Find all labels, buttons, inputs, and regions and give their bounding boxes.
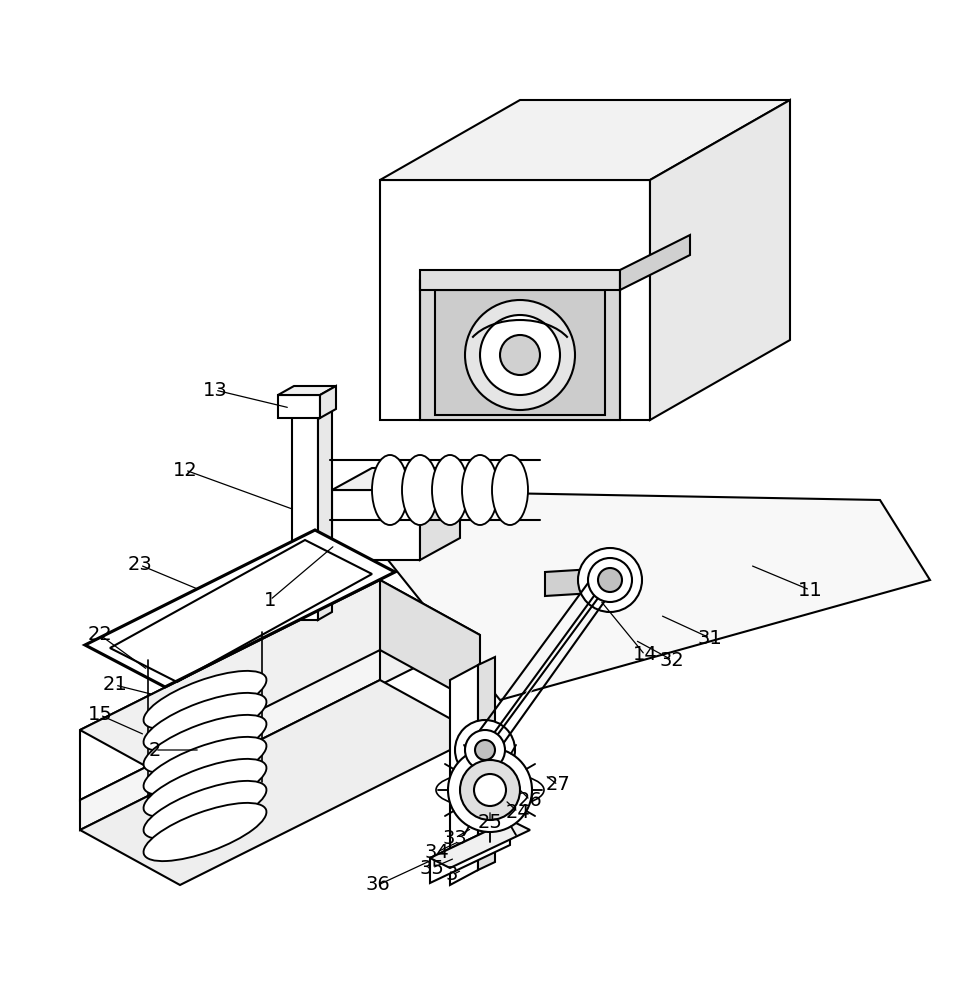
Polygon shape xyxy=(320,386,336,418)
Text: 11: 11 xyxy=(798,580,822,599)
Text: 31: 31 xyxy=(697,629,723,648)
Ellipse shape xyxy=(588,558,632,602)
Polygon shape xyxy=(620,235,690,290)
Polygon shape xyxy=(332,468,460,490)
Polygon shape xyxy=(430,820,530,868)
Ellipse shape xyxy=(465,730,505,770)
Polygon shape xyxy=(380,180,650,420)
Polygon shape xyxy=(85,530,395,687)
Text: 25: 25 xyxy=(477,814,502,832)
Polygon shape xyxy=(545,568,610,596)
Ellipse shape xyxy=(465,300,575,410)
Ellipse shape xyxy=(144,737,267,795)
Polygon shape xyxy=(380,580,480,705)
Ellipse shape xyxy=(144,715,267,773)
Polygon shape xyxy=(478,657,495,870)
Ellipse shape xyxy=(436,772,544,808)
Polygon shape xyxy=(80,580,480,785)
Text: 32: 32 xyxy=(660,650,684,670)
Ellipse shape xyxy=(462,455,498,525)
Polygon shape xyxy=(278,395,320,418)
Ellipse shape xyxy=(480,315,560,395)
Polygon shape xyxy=(80,680,480,885)
Text: 23: 23 xyxy=(128,556,153,574)
Ellipse shape xyxy=(474,774,506,806)
Polygon shape xyxy=(420,468,460,560)
Ellipse shape xyxy=(144,803,267,861)
Polygon shape xyxy=(420,280,620,420)
Ellipse shape xyxy=(402,455,438,525)
Text: 1: 1 xyxy=(264,590,276,609)
Text: 35: 35 xyxy=(419,858,444,878)
Polygon shape xyxy=(80,650,380,830)
Polygon shape xyxy=(332,490,420,560)
Polygon shape xyxy=(430,820,510,883)
Ellipse shape xyxy=(144,693,267,751)
Text: 15: 15 xyxy=(88,706,112,724)
Text: 2: 2 xyxy=(149,740,161,760)
Polygon shape xyxy=(292,402,332,410)
Ellipse shape xyxy=(448,748,532,832)
Polygon shape xyxy=(318,402,332,620)
Text: 14: 14 xyxy=(633,646,658,664)
Ellipse shape xyxy=(144,781,267,839)
Polygon shape xyxy=(420,270,620,290)
Ellipse shape xyxy=(492,455,528,525)
Ellipse shape xyxy=(475,740,495,760)
Ellipse shape xyxy=(432,455,468,525)
Text: 3: 3 xyxy=(446,865,458,884)
Ellipse shape xyxy=(455,720,515,780)
Text: 33: 33 xyxy=(442,828,468,848)
Text: 22: 22 xyxy=(88,626,112,645)
Text: 26: 26 xyxy=(518,790,542,810)
Ellipse shape xyxy=(144,759,267,817)
Text: 12: 12 xyxy=(173,460,197,480)
Polygon shape xyxy=(380,100,790,180)
Polygon shape xyxy=(450,665,478,885)
Text: 27: 27 xyxy=(546,776,570,794)
Polygon shape xyxy=(292,410,318,620)
Polygon shape xyxy=(278,386,336,395)
Polygon shape xyxy=(332,490,930,700)
Text: 36: 36 xyxy=(365,876,390,894)
Ellipse shape xyxy=(372,455,408,525)
Text: 24: 24 xyxy=(505,802,530,822)
Ellipse shape xyxy=(578,548,642,612)
Ellipse shape xyxy=(144,671,267,729)
Ellipse shape xyxy=(598,568,622,592)
Polygon shape xyxy=(80,580,380,800)
Ellipse shape xyxy=(460,760,520,820)
Ellipse shape xyxy=(500,335,540,375)
Text: 34: 34 xyxy=(425,842,449,861)
Polygon shape xyxy=(435,290,605,415)
Text: 21: 21 xyxy=(102,676,128,694)
Polygon shape xyxy=(650,100,790,420)
Text: 13: 13 xyxy=(203,380,227,399)
